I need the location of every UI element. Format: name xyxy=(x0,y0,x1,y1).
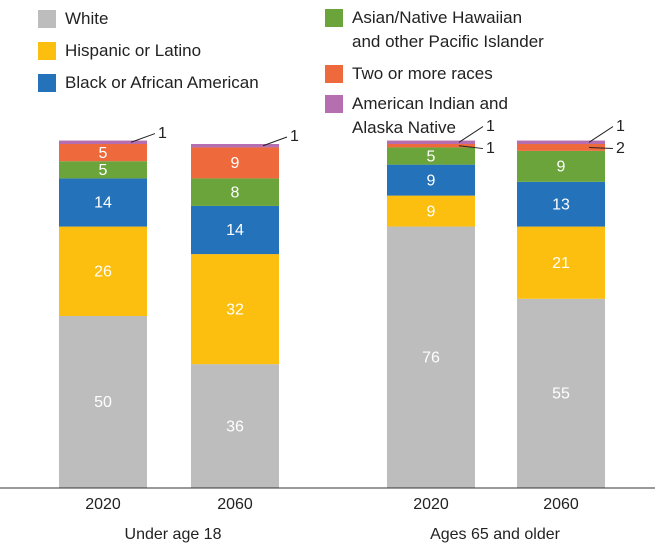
bar-segment xyxy=(59,178,147,227)
legend-swatch xyxy=(325,9,343,27)
bar-segment xyxy=(387,147,475,165)
value-label: 8 xyxy=(231,184,240,201)
bar-segment xyxy=(191,178,279,206)
value-label: 76 xyxy=(422,349,440,366)
legend-label: Black or African American xyxy=(65,73,259,92)
value-label: 9 xyxy=(427,172,436,189)
value-label: 9 xyxy=(557,159,566,176)
value-label: 9 xyxy=(427,203,436,220)
bar-segment xyxy=(387,226,475,488)
bar-segment xyxy=(59,316,147,488)
value-label: 5 xyxy=(99,162,108,179)
legend-swatch xyxy=(38,74,56,92)
bar-segment xyxy=(517,150,605,182)
value-label: 21 xyxy=(552,255,570,272)
bar-segment xyxy=(517,140,605,144)
bar-segment xyxy=(517,226,605,299)
value-label: 1 xyxy=(290,128,299,145)
legend-swatch xyxy=(38,10,56,28)
value-label: 14 xyxy=(94,195,112,212)
value-label: 26 xyxy=(94,263,112,280)
bar-segment xyxy=(387,164,475,196)
x-tick-label: 2020 xyxy=(413,496,449,513)
value-label: 13 xyxy=(552,196,570,213)
bar-segment xyxy=(59,140,147,144)
value-label: 1 xyxy=(616,118,625,135)
value-label: 32 xyxy=(226,301,244,318)
x-tick-label: 2060 xyxy=(543,496,579,513)
bar-segment xyxy=(59,161,147,179)
value-label: 5 xyxy=(99,145,108,162)
value-label: 14 xyxy=(226,222,244,239)
legend-label: Hispanic or Latino xyxy=(65,41,202,60)
leader-line xyxy=(588,126,614,143)
bar-segment xyxy=(191,364,279,488)
leader-line xyxy=(262,136,288,147)
value-label: 1 xyxy=(158,125,167,142)
legend-swatch xyxy=(325,65,343,83)
group-label: Ages 65 and older xyxy=(430,526,561,543)
bar-segment xyxy=(191,205,279,255)
value-label: 1 xyxy=(486,140,495,157)
legend-label: White xyxy=(65,9,109,28)
bar-segment xyxy=(517,181,605,227)
bar-segment xyxy=(59,226,147,316)
legend-swatch xyxy=(325,95,343,113)
legend-label: Two or more races xyxy=(352,64,493,83)
bar-segment xyxy=(517,144,605,151)
legend-label: American Indian and Alaska Native xyxy=(352,94,508,137)
x-tick-label: 2020 xyxy=(85,496,121,513)
value-label: 2 xyxy=(616,140,625,157)
value-label: 50 xyxy=(94,394,112,411)
bar-segment xyxy=(191,147,279,179)
leader-line xyxy=(588,146,614,150)
leader-line xyxy=(458,145,484,150)
bar-segment xyxy=(387,195,475,227)
value-label: 1 xyxy=(486,118,495,135)
bar-segment xyxy=(59,144,147,162)
bar-segment xyxy=(387,140,475,144)
x-tick-label: 2060 xyxy=(217,496,253,513)
bar-segment xyxy=(387,144,475,148)
bar-segment xyxy=(191,144,279,148)
value-label: 5 xyxy=(427,148,436,165)
legend-swatch xyxy=(38,42,56,60)
legend-label: Asian/Native Hawaiian and other Pacific … xyxy=(352,8,544,51)
bar-segment xyxy=(191,254,279,365)
leader-line xyxy=(458,126,484,143)
value-label: 9 xyxy=(231,155,240,172)
value-label: 36 xyxy=(226,418,244,435)
value-label: 55 xyxy=(552,386,570,403)
leader-line xyxy=(130,133,156,143)
bar-segment xyxy=(517,298,605,488)
group-label: Under age 18 xyxy=(125,526,222,543)
